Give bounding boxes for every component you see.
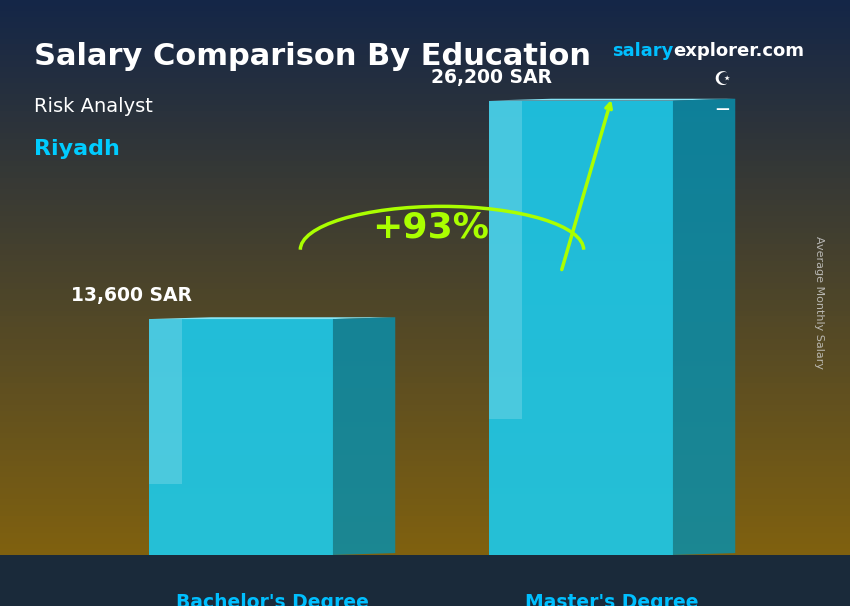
Polygon shape bbox=[673, 99, 735, 555]
Text: Riyadh: Riyadh bbox=[34, 139, 120, 159]
Text: Bachelor's Degree: Bachelor's Degree bbox=[176, 593, 368, 606]
Text: 26,200 SAR: 26,200 SAR bbox=[431, 68, 552, 87]
Text: 13,600 SAR: 13,600 SAR bbox=[71, 286, 192, 305]
Text: Risk Analyst: Risk Analyst bbox=[34, 97, 153, 116]
Polygon shape bbox=[489, 101, 522, 419]
Text: ☪: ☪ bbox=[714, 70, 731, 90]
Polygon shape bbox=[149, 319, 333, 555]
Text: —: — bbox=[716, 102, 729, 116]
Polygon shape bbox=[489, 101, 673, 555]
Polygon shape bbox=[149, 318, 395, 319]
Text: Average Monthly Salary: Average Monthly Salary bbox=[814, 236, 824, 370]
Polygon shape bbox=[489, 99, 735, 101]
Polygon shape bbox=[149, 319, 182, 484]
Polygon shape bbox=[333, 318, 395, 555]
Text: Salary Comparison By Education: Salary Comparison By Education bbox=[34, 42, 591, 72]
Text: salary: salary bbox=[612, 42, 673, 61]
Text: +93%: +93% bbox=[372, 210, 489, 244]
Text: explorer.com: explorer.com bbox=[673, 42, 804, 61]
Text: Master's Degree: Master's Degree bbox=[525, 593, 699, 606]
